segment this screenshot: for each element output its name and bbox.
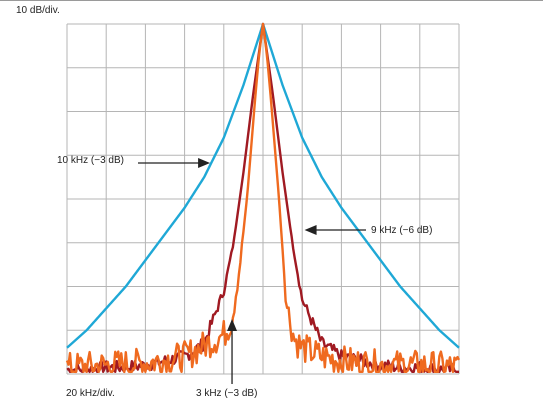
- top-rule: [0, 0, 543, 1]
- annotation-label-2: 9 kHz (−6 dB): [371, 225, 432, 236]
- annotation-label-3: 3 kHz (−3 dB): [196, 388, 257, 399]
- grid: [66, 23, 460, 375]
- annotation-arrowhead: [198, 158, 211, 168]
- annotation-arrowhead: [227, 319, 238, 331]
- annotations: 10 kHz (−3 dB) 9 kHz (−6 dB) 3 kHz (−3 dB): [57, 155, 432, 399]
- annotation-label-1: 10 kHz (−3 dB): [57, 155, 124, 166]
- y-scale-label: 10 dB/div.: [16, 5, 60, 16]
- series-line-3: [65, 22, 461, 374]
- x-scale-label: 20 kHz/div.: [66, 388, 115, 399]
- annotation-arrowhead: [304, 225, 317, 235]
- traces: [65, 22, 461, 374]
